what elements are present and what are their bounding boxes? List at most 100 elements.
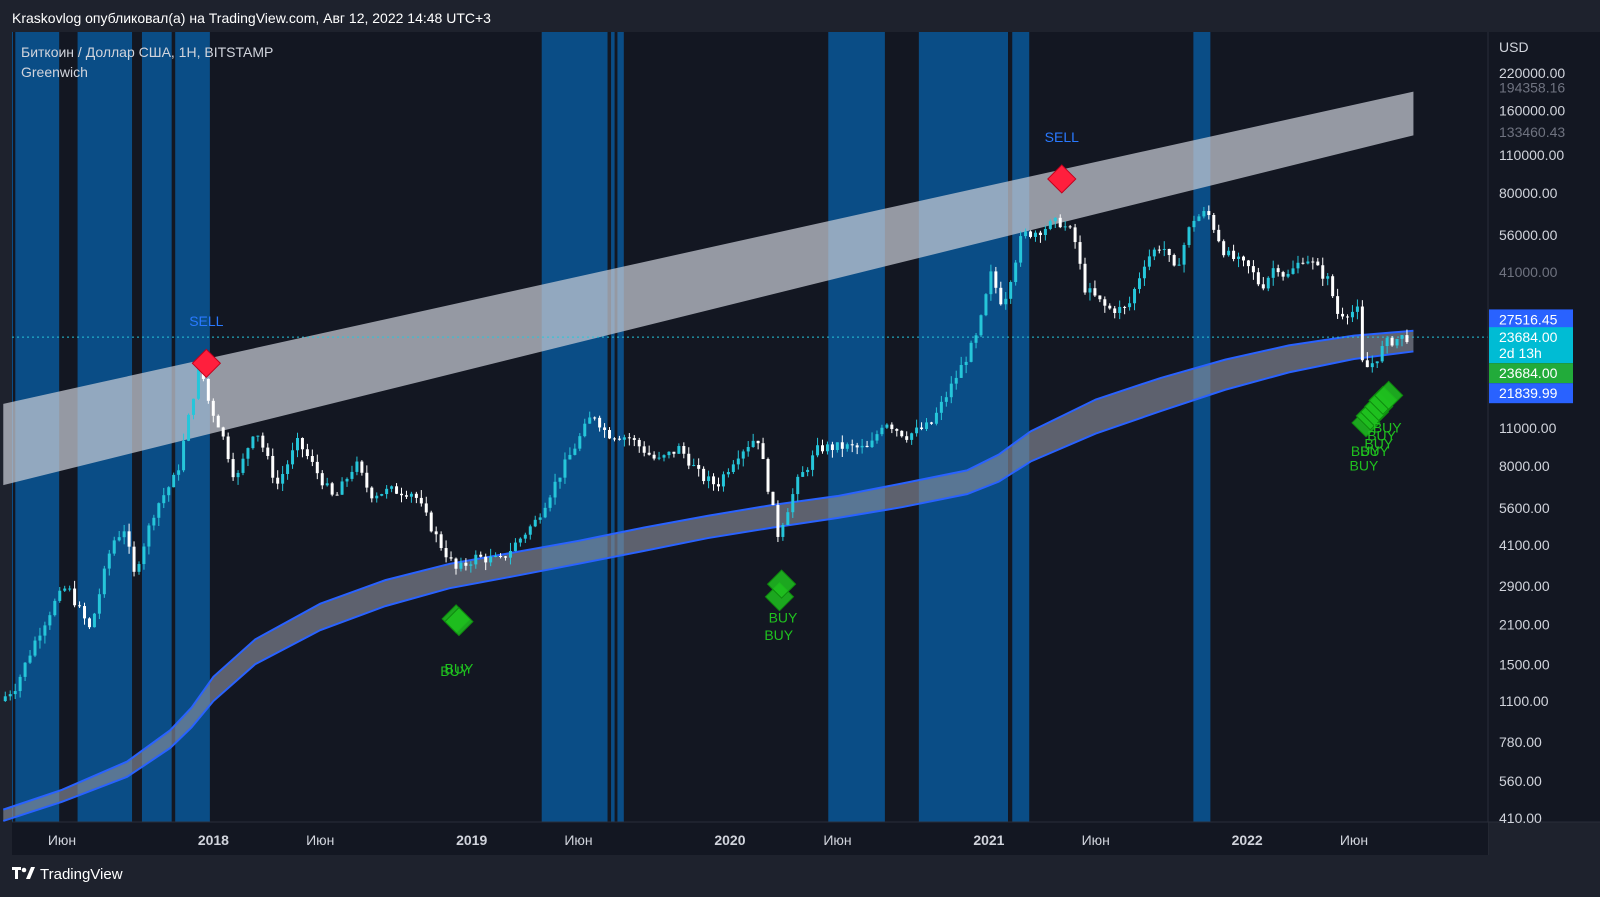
candle-body [499, 555, 503, 557]
candle-body [1024, 231, 1028, 237]
candle-body [766, 459, 770, 492]
price-tag [1489, 363, 1573, 384]
candle-body [1251, 266, 1255, 273]
candle-body [761, 443, 765, 460]
blue-band [918, 32, 1009, 822]
candle-body [1118, 306, 1122, 314]
candle-body [271, 455, 275, 478]
buy-signal-marker [766, 569, 797, 599]
candle-body [1162, 248, 1166, 250]
candle-body [1009, 282, 1013, 299]
candle-body [489, 556, 493, 563]
tradingview-logo-icon[interactable] [12, 865, 36, 885]
candle-body [1014, 262, 1018, 283]
indicator-name[interactable]: Greenwich [21, 64, 88, 80]
candle-body [390, 486, 394, 489]
candle-body [875, 434, 879, 441]
candle-body [1222, 241, 1226, 256]
candle-body [1400, 335, 1404, 339]
x-tick-label: Июн [48, 832, 76, 848]
candle-body [330, 483, 334, 495]
publisher-header: Kraskovlog опубликовал(а) на TradingView… [0, 0, 1600, 34]
y-tick-label: 220000.00 [1499, 65, 1565, 81]
candle-body [162, 495, 166, 504]
y-tick-label: 2100.00 [1499, 616, 1550, 632]
candle-body [1033, 232, 1037, 237]
candle-body [315, 461, 319, 474]
candle-body [281, 473, 285, 484]
candle-body [1232, 250, 1236, 259]
candle-body [28, 655, 32, 663]
candle-body [68, 588, 72, 590]
candle-body [1068, 226, 1072, 228]
candle-body [920, 427, 924, 429]
y-tick-label: 1500.00 [1499, 656, 1550, 672]
candle-body [1019, 236, 1023, 263]
candle-body [424, 503, 428, 513]
price-tag [1489, 383, 1573, 404]
lower-channel-top-line [2, 329, 1414, 811]
candle-body [1341, 313, 1345, 317]
candle-body [429, 512, 433, 532]
price-tag [1489, 309, 1573, 330]
candle-body [627, 437, 631, 439]
candle-body [791, 494, 795, 513]
candle-body [622, 437, 626, 440]
candle-body [216, 415, 220, 428]
y-axis-unit: USD [1499, 39, 1529, 55]
candle-body [840, 442, 844, 449]
candle-body [553, 481, 557, 498]
candle-body [484, 556, 488, 563]
candle-body [825, 444, 829, 452]
candle-body [528, 526, 532, 535]
candle-body [266, 447, 270, 456]
candle-body [583, 423, 587, 437]
candle-body [469, 564, 473, 566]
y-tick-label: 56000.00 [1499, 227, 1558, 243]
candle-body [959, 365, 963, 378]
x-axis-ticks: Июн 2018 Июн 2019 Июн 2020 Июн 2021 Июн 2022 Июн [48, 832, 1368, 848]
candle-body [1202, 211, 1206, 217]
candle-body [707, 476, 711, 482]
sell-signal-label: SELL [1045, 129, 1079, 145]
candles-layer [3, 205, 1409, 702]
candle-body [355, 461, 359, 472]
candle-body [117, 537, 121, 541]
buy-signal-marker [1373, 380, 1404, 411]
candle-body [375, 495, 379, 499]
candle-body [523, 534, 527, 539]
candle-body [915, 427, 919, 434]
candle-body [835, 442, 839, 450]
candle-body [513, 542, 517, 551]
candle-body [395, 486, 399, 494]
candle-body [1326, 276, 1330, 279]
candle-body [459, 562, 463, 569]
price-tag-value: 23684.00 [1499, 365, 1558, 381]
candle-body [598, 417, 602, 428]
candle-body [1137, 278, 1141, 289]
footer-brand[interactable]: TradingView [40, 866, 123, 883]
candle-body [345, 478, 349, 482]
candle-body [1217, 229, 1221, 242]
candle-body [801, 472, 805, 477]
candle-body [1038, 232, 1042, 236]
candle-body [776, 505, 780, 537]
candle-body [905, 436, 909, 440]
candle-body [102, 568, 106, 595]
candle-body [444, 548, 448, 558]
candle-body [241, 458, 245, 473]
candle-body [83, 606, 87, 619]
candle-body [1375, 361, 1379, 364]
candle-body [944, 397, 948, 402]
buy-signal-label: BUY [1350, 457, 1379, 473]
blue-band [617, 32, 624, 822]
candle-body [23, 662, 27, 677]
candle-body [1350, 311, 1354, 318]
candle-body [989, 271, 993, 295]
candle-body [191, 398, 195, 415]
candle-body [811, 455, 815, 470]
symbol-title[interactable]: Биткоин / Доллар США, 1Н, BITSTAMP [21, 44, 274, 60]
candle-body [1346, 316, 1350, 318]
candle-body [910, 433, 914, 440]
